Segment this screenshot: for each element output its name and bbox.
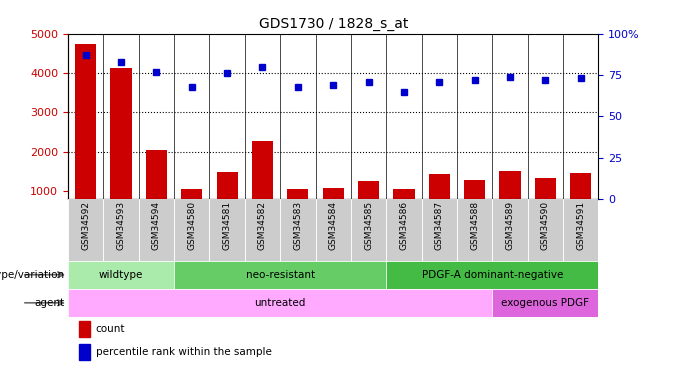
Bar <box>528 199 563 261</box>
Text: GSM34583: GSM34583 <box>293 201 303 250</box>
Bar <box>534 178 556 230</box>
Text: genotype/variation: genotype/variation <box>0 270 65 280</box>
Text: GSM34585: GSM34585 <box>364 201 373 250</box>
Text: untreated: untreated <box>254 298 306 308</box>
Bar <box>287 189 309 230</box>
Text: GSM34580: GSM34580 <box>187 201 197 250</box>
Text: GSM34581: GSM34581 <box>222 201 232 250</box>
Bar <box>245 199 280 261</box>
Bar <box>181 189 203 230</box>
Bar <box>563 199 598 261</box>
Text: exogenous PDGF: exogenous PDGF <box>501 298 590 308</box>
Text: GSM34593: GSM34593 <box>116 201 126 250</box>
Bar <box>68 261 174 289</box>
Text: GSM34590: GSM34590 <box>541 201 550 250</box>
Text: GSM34589: GSM34589 <box>505 201 515 250</box>
Text: GSM34591: GSM34591 <box>576 201 585 250</box>
Bar <box>422 199 457 261</box>
Text: GSM34592: GSM34592 <box>81 201 90 250</box>
Bar <box>110 68 132 230</box>
Bar <box>139 199 174 261</box>
Bar <box>464 180 486 230</box>
Bar <box>492 289 598 317</box>
Bar <box>457 199 492 261</box>
Title: GDS1730 / 1828_s_at: GDS1730 / 1828_s_at <box>258 17 408 32</box>
Bar <box>216 172 238 230</box>
Bar <box>358 182 379 230</box>
Text: GSM34594: GSM34594 <box>152 201 161 250</box>
Bar <box>103 199 139 261</box>
Bar <box>146 150 167 230</box>
Text: count: count <box>96 324 125 334</box>
Bar <box>68 199 103 261</box>
Bar <box>570 173 592 230</box>
Bar <box>79 321 90 337</box>
Text: percentile rank within the sample: percentile rank within the sample <box>96 346 271 357</box>
Bar <box>174 261 386 289</box>
Text: PDGF-A dominant-negative: PDGF-A dominant-negative <box>422 270 563 280</box>
Text: GSM34588: GSM34588 <box>470 201 479 250</box>
Bar <box>428 174 450 230</box>
Bar <box>79 344 90 360</box>
Bar <box>386 261 598 289</box>
Bar <box>75 44 97 230</box>
Bar <box>351 199 386 261</box>
Bar <box>68 289 492 317</box>
Bar <box>393 189 415 230</box>
Bar <box>322 188 344 230</box>
Text: GSM34584: GSM34584 <box>328 201 338 250</box>
Bar <box>386 199 422 261</box>
Bar <box>174 199 209 261</box>
Bar <box>492 199 528 261</box>
Text: agent: agent <box>35 298 65 308</box>
Bar <box>280 199 316 261</box>
Text: GSM34586: GSM34586 <box>399 201 409 250</box>
Text: wildtype: wildtype <box>99 270 143 280</box>
Text: GSM34582: GSM34582 <box>258 201 267 250</box>
Bar <box>252 141 273 230</box>
Bar <box>316 199 351 261</box>
Bar <box>499 171 521 230</box>
Text: GSM34587: GSM34587 <box>435 201 444 250</box>
Text: neo-resistant: neo-resistant <box>245 270 315 280</box>
Bar <box>209 199 245 261</box>
